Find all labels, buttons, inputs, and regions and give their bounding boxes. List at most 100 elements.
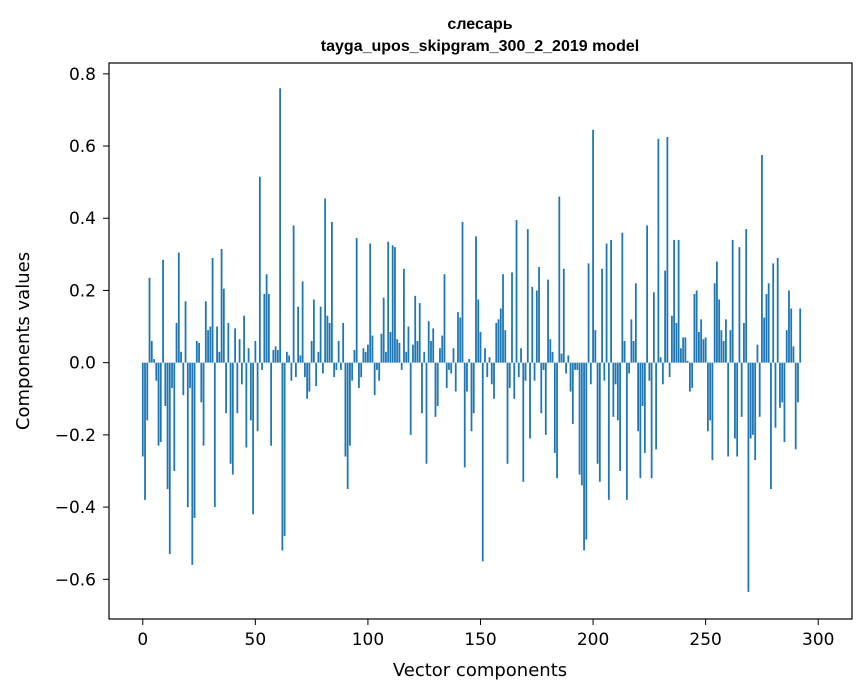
bar <box>416 341 419 363</box>
bar <box>414 295 417 363</box>
bar <box>470 362 473 432</box>
bar <box>578 362 581 475</box>
bar <box>180 351 182 363</box>
bar <box>432 328 435 363</box>
bar <box>538 266 540 363</box>
bar <box>358 362 360 388</box>
bar <box>146 362 149 421</box>
bar <box>220 248 223 363</box>
bar <box>349 362 351 446</box>
y-axis: −0.6 −0.4 −0.2 0.0 0.2 0.4 0.6 0.8 <box>55 65 109 590</box>
bar <box>423 351 426 363</box>
bar <box>213 362 216 508</box>
bar <box>207 330 209 363</box>
bar <box>571 362 574 425</box>
bar <box>648 362 651 381</box>
bar <box>736 362 739 457</box>
bar <box>664 270 667 363</box>
bar <box>430 341 432 363</box>
bar <box>661 362 664 385</box>
bar <box>614 362 617 385</box>
bar <box>720 330 723 363</box>
bar <box>184 301 187 363</box>
bar <box>164 362 167 406</box>
bar <box>499 308 502 363</box>
bar <box>641 362 644 406</box>
x-axis: 0 50 100 150 200 250 300 <box>137 619 834 650</box>
bar <box>517 362 520 378</box>
bar <box>159 362 162 443</box>
bar <box>191 362 194 565</box>
bar <box>236 362 239 414</box>
bar <box>276 350 279 363</box>
bar <box>556 362 558 479</box>
bar <box>306 362 309 399</box>
bar <box>173 362 176 471</box>
bar <box>634 283 637 363</box>
bar <box>610 239 612 363</box>
bar <box>756 344 759 363</box>
bar <box>542 362 545 370</box>
bar <box>652 292 655 363</box>
bar <box>463 362 466 468</box>
bar <box>632 341 635 363</box>
bar <box>477 299 480 363</box>
bar <box>200 362 203 403</box>
bar <box>225 362 227 414</box>
bar <box>240 362 243 385</box>
bar <box>605 243 608 363</box>
bar <box>245 362 248 448</box>
bar <box>580 362 583 486</box>
bar <box>524 362 527 381</box>
bar <box>670 315 673 363</box>
bar <box>243 315 245 363</box>
bar <box>448 362 450 370</box>
bar <box>758 362 761 417</box>
y-tick-label: −0.2 <box>55 426 96 446</box>
x-tick-label: 150 <box>464 630 496 650</box>
bar <box>301 281 304 363</box>
bar <box>202 362 205 446</box>
bar <box>686 360 689 363</box>
bar <box>594 330 597 363</box>
bar <box>281 362 284 551</box>
bar <box>466 362 468 392</box>
bar <box>441 335 444 363</box>
bar <box>553 362 556 453</box>
bar <box>421 362 423 414</box>
x-tick-label: 100 <box>352 630 384 650</box>
bar <box>376 362 378 370</box>
bar <box>346 362 349 490</box>
bar <box>693 294 696 363</box>
bar <box>799 308 802 363</box>
bar <box>427 321 430 363</box>
bar <box>227 322 230 363</box>
bar <box>216 326 218 363</box>
bar <box>731 239 734 363</box>
bar <box>290 362 293 381</box>
bar <box>412 344 414 363</box>
bar <box>328 322 331 363</box>
x-tick-label: 300 <box>802 630 834 650</box>
bar <box>637 362 640 432</box>
bar <box>562 268 565 363</box>
bars-group <box>141 88 802 592</box>
bar <box>168 362 171 555</box>
bar <box>668 362 671 378</box>
bar <box>303 362 306 378</box>
bar <box>342 322 345 363</box>
bar <box>340 362 342 370</box>
bar <box>321 362 324 374</box>
bar <box>630 319 633 363</box>
bar <box>315 362 318 387</box>
bar <box>765 294 768 363</box>
bar <box>326 315 329 363</box>
bar <box>643 362 646 453</box>
bar <box>607 362 610 500</box>
bar <box>162 259 164 363</box>
bar <box>515 220 518 363</box>
bar <box>785 330 788 363</box>
bar <box>195 341 198 363</box>
y-tick-label: 0.0 <box>69 354 96 374</box>
bar <box>249 362 252 421</box>
